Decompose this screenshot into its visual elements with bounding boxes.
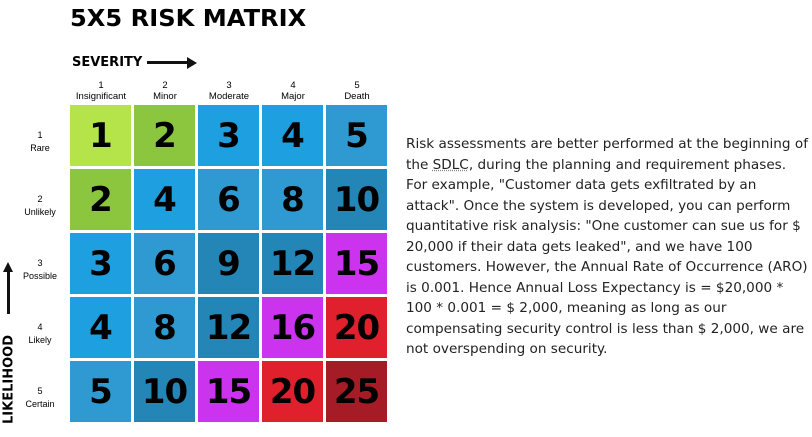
risk-cell: 2 [70, 169, 131, 230]
risk-cell: 6 [134, 233, 195, 294]
likelihood-name: Likely [28, 335, 52, 345]
likelihood-name: Rare [30, 143, 50, 153]
likelihood-header: 4 Likely [14, 321, 66, 347]
likelihood-header: 3 Possible [14, 257, 66, 283]
severity-name: Minor [153, 91, 177, 102]
likelihood-header: 5 Certain [14, 385, 66, 411]
severity-axis: SEVERITY [72, 55, 198, 70]
severity-header: 4 Major [261, 80, 325, 102]
risk-cell: 8 [134, 297, 195, 358]
likelihood-number: 1 [37, 130, 43, 140]
risk-description: Risk assessments are better performed at… [406, 134, 810, 360]
severity-header: 1 Insignificant [69, 80, 133, 102]
severity-number: 3 [226, 80, 232, 91]
sdlc-abbr: SDLC [432, 156, 469, 173]
arrow-up-icon [3, 262, 13, 314]
severity-number: 2 [162, 80, 168, 91]
severity-header: 5 Death [325, 80, 389, 102]
severity-header: 3 Moderate [197, 80, 261, 102]
severity-label: SEVERITY [72, 55, 143, 70]
likelihood-number: 5 [37, 386, 43, 396]
risk-cell: 9 [198, 233, 259, 294]
risk-cell: 10 [326, 169, 387, 230]
likelihood-number: 2 [37, 194, 43, 204]
risk-cell: 4 [134, 169, 195, 230]
likelihood-label: LIKELIHOOD [1, 335, 17, 424]
risk-cell: 4 [262, 105, 323, 166]
risk-cell: 12 [198, 297, 259, 358]
severity-name: Moderate [208, 91, 250, 102]
severity-number: 4 [290, 80, 296, 91]
likelihood-name: Certain [25, 399, 55, 409]
severity-name: Death [344, 91, 370, 102]
likelihood-header: 2 Unlikely [14, 193, 66, 219]
risk-cell: 6 [198, 169, 259, 230]
likelihood-header: 1 Rare [14, 129, 66, 155]
severity-name: Insignificant [75, 91, 127, 102]
risk-cell: 20 [262, 361, 323, 422]
risk-cell: 5 [70, 361, 131, 422]
severity-number: 5 [354, 80, 360, 91]
risk-cell: 20 [326, 297, 387, 358]
risk-cell: 1 [70, 105, 131, 166]
risk-cell: 8 [262, 169, 323, 230]
risk-cell: 15 [326, 233, 387, 294]
likelihood-number: 4 [37, 322, 43, 332]
risk-cell: 3 [198, 105, 259, 166]
risk-cell: 12 [262, 233, 323, 294]
risk-cell: 4 [70, 297, 131, 358]
likelihood-name: Unlikely [24, 207, 56, 217]
description-text-2: , during the planning and requirement ph… [406, 156, 808, 358]
likelihood-axis: LIKELIHOOD [0, 262, 17, 432]
page-title: 5X5 RISK MATRIX [70, 6, 307, 32]
risk-cell: 2 [134, 105, 195, 166]
risk-cell: 3 [70, 233, 131, 294]
risk-cell: 16 [262, 297, 323, 358]
likelihood-headers: 1 Rare 2 Unlikely 3 Possible 4 Likely 5 Certain [14, 105, 66, 427]
severity-name: Major [281, 91, 305, 102]
severity-header: 2 Minor [133, 80, 197, 102]
likelihood-name: Possible [22, 271, 58, 281]
arrow-right-icon [147, 56, 198, 69]
description-text-1: Risk assessments are better performed at… [406, 136, 808, 173]
risk-cell: 10 [134, 361, 195, 422]
risk-cell: 15 [198, 361, 259, 422]
severity-headers: 1 Insignificant 2 Minor 3 Moderate 4 Major 5 Deat… [70, 80, 390, 104]
likelihood-number: 3 [37, 258, 43, 268]
risk-cell: 25 [326, 361, 387, 422]
risk-cell: 5 [326, 105, 387, 166]
severity-number: 1 [98, 80, 104, 91]
